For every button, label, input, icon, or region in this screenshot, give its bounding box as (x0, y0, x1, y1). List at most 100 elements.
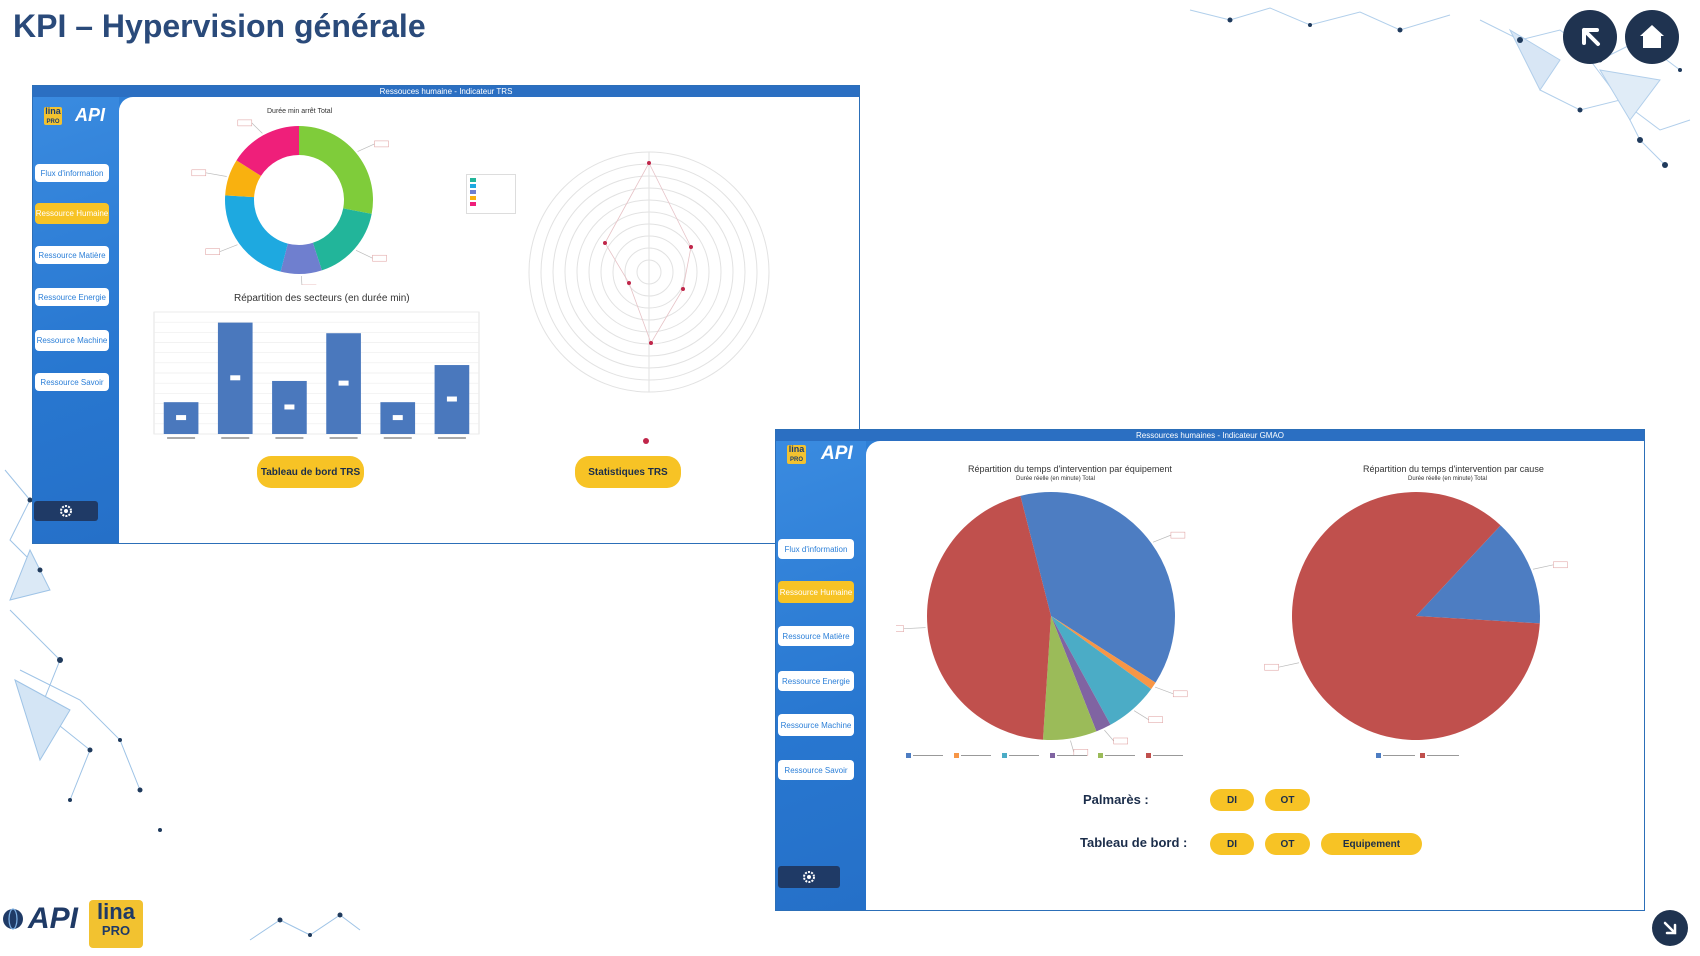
pie1-leader-line (1104, 729, 1114, 742)
bar-data-label-box (338, 380, 349, 386)
home-icon (1640, 25, 1664, 48)
pie2-legend-line (1427, 755, 1459, 756)
pie2-slice (1416, 525, 1540, 624)
arrow-up-left-icon (1582, 28, 1600, 46)
pie1-legend-swatch (906, 753, 911, 758)
pie1-data-label-box (1073, 749, 1089, 756)
nav-ressource-humaine[interactable]: Ressource Humaine (35, 203, 109, 224)
donut-slice (225, 195, 288, 272)
pie2-title: Répartition du temps d'intervention par … (1363, 464, 1544, 474)
bar-data-label-box (230, 375, 241, 381)
donut-data-label-box (372, 254, 387, 262)
pie2-legend-swatch (1376, 753, 1381, 758)
trs-dashboard-screenshot: Ressouces humaine - Indicateur TRS lina P… (32, 85, 860, 544)
nav-ressource-savoir[interactable]: Ressource Savoir (778, 760, 854, 780)
palmares-di-button[interactable]: DI (1210, 789, 1254, 811)
donut-data-label-box (237, 119, 253, 127)
panel-title-bar: Ressouces humaine - Indicateur TRS (33, 86, 859, 97)
pie1-data-label-box (896, 625, 904, 632)
palmares-label: Palmarès : (1083, 792, 1149, 807)
pie1-leader-line (1152, 534, 1172, 543)
api-logo: API (75, 105, 106, 125)
pie1-leader-line (1070, 740, 1075, 753)
tableau-equipement-button[interactable]: Equipement (1321, 833, 1422, 855)
pie-cause-chart (1264, 491, 1568, 758)
bar-category-label-mark (275, 437, 304, 439)
bar-chart (153, 311, 480, 439)
api-footer-text: API (28, 902, 79, 935)
donut-leader-line (219, 244, 238, 253)
nav-ressource-matiere[interactable]: Ressource Matière (778, 626, 854, 646)
donut-slice (280, 242, 322, 274)
back-button[interactable] (1563, 10, 1617, 64)
palmares-ot-button[interactable]: OT (1265, 789, 1310, 811)
pie2-data-label-box (1264, 663, 1279, 671)
sidebar: lina PRO API Flux d'information Ressource… (776, 441, 866, 910)
donut-legend (466, 174, 516, 214)
settings-button[interactable] (778, 866, 840, 888)
api-footer-logo: API (2, 902, 78, 936)
pie2-data-label-box (1553, 561, 1568, 569)
gear-icon (803, 871, 815, 883)
donut-data-label-box (374, 140, 389, 148)
nav-ressource-energie[interactable]: Ressource Energie (35, 288, 109, 306)
nav-ressource-matiere[interactable]: Ressource Matière (35, 246, 109, 264)
statistiques-trs-button[interactable]: Statistiques TRS (575, 456, 681, 488)
pie1-legend-swatch (1146, 753, 1151, 758)
pie1-legend-line (1105, 755, 1135, 756)
next-button[interactable] (1652, 910, 1688, 946)
gmao-content-area: Répartition du temps d'intervention par … (866, 441, 1644, 910)
nav-ressource-humaine[interactable]: Ressource Humaine (778, 581, 854, 603)
pie1-leader-line (903, 627, 926, 630)
arrow-down-right-icon (1663, 921, 1677, 935)
lina-footer-logo: lina PRO (89, 900, 143, 948)
pie1-slice (927, 495, 1051, 740)
nav-ressource-machine[interactable]: Ressource Machine (778, 714, 854, 736)
donut-title: Durée min arrêt Total (267, 108, 333, 115)
pie1-legend-line (913, 755, 943, 756)
pie1-slice (1042, 616, 1097, 740)
donut-slice (225, 160, 262, 198)
pie1-legend-swatch (1002, 753, 1007, 758)
nav-ressource-savoir[interactable]: Ressource Savoir (35, 373, 109, 391)
page-title: KPI – Hypervision générale (13, 8, 426, 44)
gear-icon (60, 505, 72, 517)
pie1-title: Répartition du temps d'intervention par … (968, 464, 1172, 474)
settings-button[interactable] (34, 501, 98, 521)
pie-equipement-chart (896, 492, 1188, 758)
lina-logo: lina PRO (44, 106, 62, 125)
nav-ressource-machine[interactable]: Ressource Machine (35, 330, 109, 351)
radar-chart (528, 151, 770, 393)
pie2-legend-swatch (1420, 753, 1425, 758)
pie1-data-label-box (1113, 737, 1128, 745)
gmao-dashboard-screenshot: Ressources humaines - Indicateur GMAO li… (775, 429, 1645, 911)
pie1-legend-swatch (954, 753, 959, 758)
tableau-de-bord-trs-button[interactable]: Tableau de bord TRS (257, 456, 364, 488)
tableau-ot-button[interactable]: OT (1265, 833, 1310, 855)
panel-title-bar: Ressources humaines - Indicateur GMAO (776, 430, 1644, 441)
bar-category-label-mark (167, 437, 196, 439)
pie1-slice (1051, 616, 1156, 690)
pie1-data-label-box (1170, 531, 1186, 539)
trs-content-area: Durée min arrêt Total (119, 97, 859, 543)
home-button[interactable] (1625, 10, 1679, 64)
donut-slice (236, 126, 299, 176)
pie1-legend-line (961, 755, 991, 756)
network-decoration-bottom (249, 912, 361, 941)
donut-leader-line (355, 249, 373, 259)
nav-flux-information[interactable]: Flux d'information (35, 164, 109, 182)
pie2-legend-line (1383, 755, 1415, 756)
lina-logo: lina PRO (787, 444, 806, 464)
pie1-leader-line (1133, 710, 1149, 721)
nav-flux-information[interactable]: Flux d'information (778, 539, 854, 559)
pie1-slice (1020, 492, 1175, 683)
radar-legend-dot (643, 438, 649, 444)
bar-category-label-mark (329, 437, 358, 439)
api-logo: API (821, 443, 853, 464)
nav-ressource-energie[interactable]: Ressource Energie (778, 671, 854, 691)
globe-icon (3, 908, 23, 930)
tableau-di-button[interactable]: DI (1210, 833, 1254, 855)
tableau-de-bord-label: Tableau de bord : (1080, 835, 1188, 850)
donut-data-label-box (191, 169, 207, 177)
